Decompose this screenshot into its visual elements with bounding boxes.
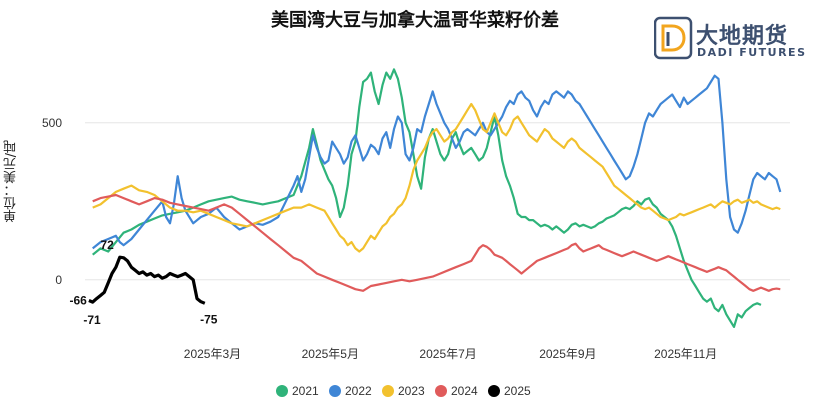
- y-tick-label-0: 0: [55, 273, 62, 287]
- data-label-1: -66: [70, 293, 88, 307]
- x-tick-label-0: 2025年3月: [184, 347, 241, 361]
- x-tick-label-3: 2025年9月: [539, 347, 596, 361]
- series-line-2024: [92, 193, 781, 292]
- logo-text-en: DADI FUTURES: [697, 46, 807, 59]
- data-label-0: 72: [100, 238, 114, 252]
- legend-marker-2023: [382, 385, 394, 397]
- series-line-2022: [92, 74, 782, 250]
- dadi-logo-icon: [653, 16, 693, 60]
- legend-label-2024: 2024: [451, 384, 478, 398]
- legend-marker-2025: [488, 385, 500, 397]
- x-tick-label-1: 2025年5月: [302, 347, 359, 361]
- legend-label-2021: 2021: [292, 384, 319, 398]
- legend-marker-2021: [276, 385, 288, 397]
- y-tick-label-1: 500: [42, 116, 62, 130]
- legend-label-2025: 2025: [504, 384, 531, 398]
- chart-title: 美国湾大豆与加拿大温哥华菜籽价差: [271, 10, 559, 31]
- x-tick-label-4: 2025年11月: [654, 347, 717, 361]
- series-line-2025: [88, 255, 206, 305]
- legend-label-2022: 2022: [345, 384, 372, 398]
- x-tick-label-2: 2025年7月: [419, 347, 476, 361]
- logo-text-cn: 大地期货: [696, 24, 789, 49]
- legend-marker-2022: [329, 385, 341, 397]
- company-logo: 大地期货 DADI FUTURES: [653, 16, 824, 66]
- legend-marker-2024: [435, 385, 447, 397]
- series-line-2023: [92, 102, 781, 253]
- data-label-2: -71: [83, 313, 101, 327]
- data-label-3: -75: [200, 312, 218, 326]
- legend-label-2023: 2023: [398, 384, 425, 398]
